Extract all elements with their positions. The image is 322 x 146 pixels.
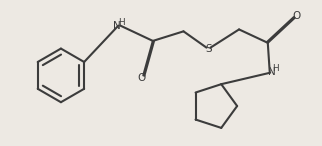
Text: O: O: [292, 11, 301, 21]
Text: H: H: [118, 18, 125, 27]
Text: O: O: [138, 73, 146, 82]
Text: S: S: [205, 44, 212, 54]
Text: N: N: [268, 67, 275, 77]
Text: N: N: [113, 21, 120, 31]
Text: H: H: [273, 64, 279, 73]
